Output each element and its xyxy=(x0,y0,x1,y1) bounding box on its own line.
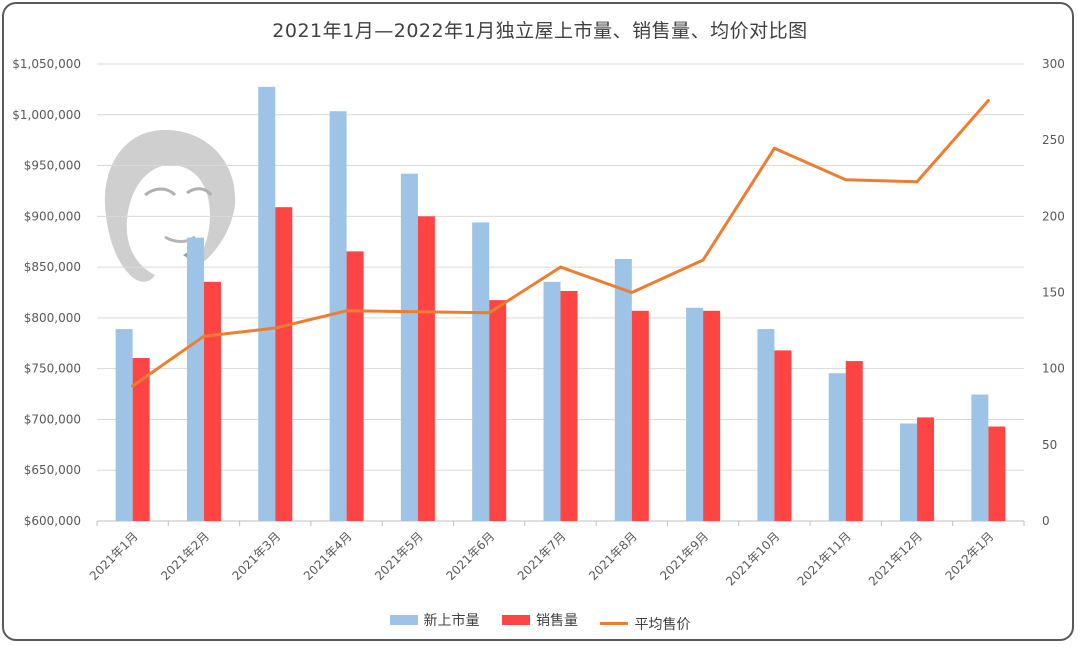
bar-new-listings xyxy=(115,329,133,521)
point-avg-price xyxy=(131,384,135,388)
chart-title: 2021年1月—2022年1月独立屋上市量、销售量、均价对比图 xyxy=(272,20,808,42)
y-left-tick-label: $1,000,000 xyxy=(12,108,81,122)
point-avg-price xyxy=(559,265,562,269)
x-tick-label: 2021年6月 xyxy=(443,529,497,583)
x-tick-label: 2021年10月 xyxy=(723,529,782,588)
legend-swatch-avg-price xyxy=(600,622,629,625)
y-left-tick-label: $850,000 xyxy=(24,260,81,274)
legend-swatch-new-listings xyxy=(389,615,418,625)
point-avg-price xyxy=(844,178,848,182)
bar-new-listings xyxy=(900,423,918,521)
bar-sales xyxy=(346,251,364,521)
y-right-tick-label: 50 xyxy=(1042,438,1057,452)
x-tick-label: 2021年3月 xyxy=(230,529,284,583)
legend-label-sales: 销售量 xyxy=(536,613,578,629)
bar-sales xyxy=(203,281,221,521)
x-tick-label: 2021年8月 xyxy=(586,529,640,583)
bar-sales xyxy=(489,300,507,521)
x-tick-label: 2021年5月 xyxy=(372,529,426,583)
y-right-tick-label: 150 xyxy=(1042,286,1065,300)
y-right-tick-label: 100 xyxy=(1042,362,1065,376)
bar-new-listings xyxy=(757,329,775,521)
point-avg-price xyxy=(915,180,919,184)
bar-new-listings xyxy=(400,173,418,521)
y-left-tick-label: $700,000 xyxy=(24,412,81,426)
point-avg-price xyxy=(487,311,491,315)
x-tick-label: 2021年7月 xyxy=(515,529,569,583)
point-avg-price xyxy=(701,258,705,262)
bar-new-listings xyxy=(186,237,204,521)
bar-sales xyxy=(631,310,649,521)
bar-new-listings xyxy=(472,222,490,521)
x-tick-label: 2021年2月 xyxy=(158,529,212,583)
point-avg-price xyxy=(986,99,990,103)
legend-item-avg-price: 平均售价 xyxy=(600,614,690,634)
y-left-tick-label: $800,000 xyxy=(24,311,81,325)
legend-label-avg-price: 平均售价 xyxy=(634,616,691,633)
point-avg-price xyxy=(416,310,420,314)
bar-sales xyxy=(417,216,435,522)
y-left-tick-label: $900,000 xyxy=(24,209,81,223)
bar-sales xyxy=(774,350,792,521)
y-left-tick-label: $950,000 xyxy=(24,159,81,173)
x-tick-label: 2021年12月 xyxy=(866,529,925,588)
point-avg-price xyxy=(273,326,277,330)
bar-sales xyxy=(560,290,578,521)
bar-sales xyxy=(845,361,863,521)
bar-new-listings xyxy=(614,258,632,521)
bar-sales xyxy=(132,358,150,521)
bar-sales xyxy=(988,426,1006,521)
legend-item-new-listings: 新上市量 xyxy=(389,610,480,630)
x-tick-label: 2021年1月 xyxy=(87,529,141,583)
x-tick-label: 2021年4月 xyxy=(301,529,355,583)
y-right-tick-label: 0 xyxy=(1042,514,1050,528)
x-tick-label: 2021年9月 xyxy=(657,529,711,583)
y-left-tick-label: $600,000 xyxy=(24,514,81,528)
bar-new-listings xyxy=(543,281,561,521)
x-tick-label: 2021年11月 xyxy=(795,529,854,588)
y-right-tick-label: 250 xyxy=(1042,133,1065,147)
bar-sales xyxy=(703,310,721,521)
point-avg-price xyxy=(345,309,349,313)
legend-label-new-listings: 新上市量 xyxy=(423,613,480,629)
x-tick-label: 2022年1月 xyxy=(943,529,997,583)
point-avg-price xyxy=(630,291,634,294)
chart-legend: 新上市量 销售量 平均售价 xyxy=(0,610,1080,634)
y-right-tick-label: 300 xyxy=(1042,57,1065,71)
bar-sales xyxy=(275,207,293,521)
legend-item-sales: 销售量 xyxy=(502,610,578,630)
y-right-tick-label: 200 xyxy=(1042,209,1065,223)
legend-swatch-sales xyxy=(502,615,530,625)
bar-new-listings xyxy=(828,373,846,521)
y-left-tick-label: $650,000 xyxy=(24,463,81,477)
bar-new-listings xyxy=(329,111,347,522)
bar-new-listings xyxy=(971,394,989,521)
y-left-tick-label: $750,000 xyxy=(24,362,81,376)
bar-sales xyxy=(917,417,935,521)
y-left-tick-label: $1,050,000 xyxy=(12,57,81,71)
bar-new-listings xyxy=(258,86,276,521)
point-avg-price xyxy=(772,146,776,150)
bar-new-listings xyxy=(686,307,704,521)
point-avg-price xyxy=(202,334,206,338)
